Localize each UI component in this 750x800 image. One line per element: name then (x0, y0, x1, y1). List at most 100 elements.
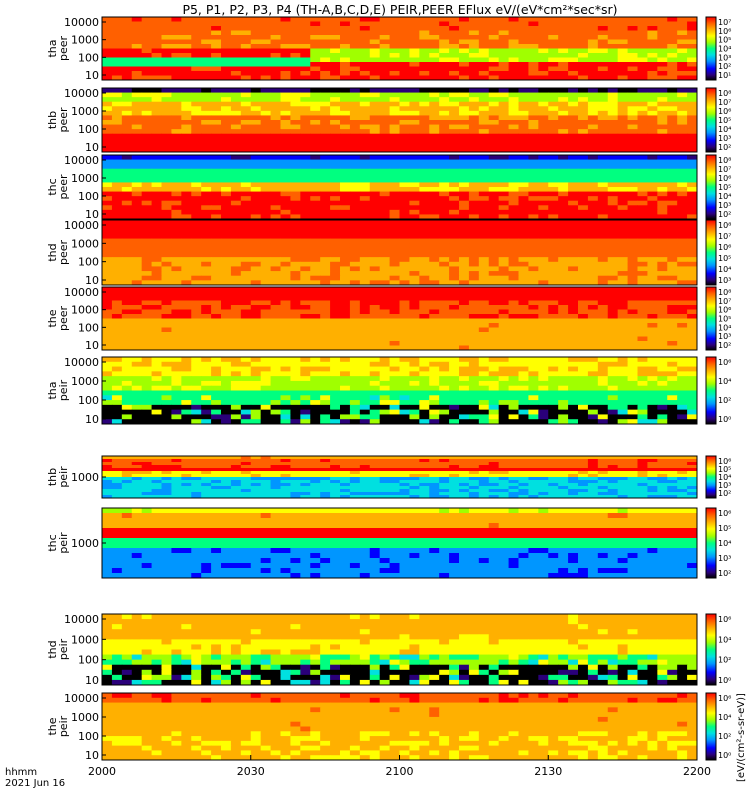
colorbar-tick-label: 10⁵ (718, 36, 731, 45)
y-tick-label: 10 (85, 749, 99, 762)
y-tick-label: 10 (85, 69, 99, 82)
colorbar-tick-label: 10⁷ (718, 98, 731, 107)
y-tick-label: 10000 (64, 613, 99, 626)
y-axis-label: peer (57, 174, 70, 200)
colorbar-tick-label: 10⁸ (718, 156, 731, 165)
spectrogram-cells (102, 456, 698, 499)
colorbar-tick-label: 10⁴ (718, 323, 731, 332)
panel-frame (101, 87, 698, 153)
y-tick-label: 10000 (64, 356, 99, 369)
y-tick-label: 10 (85, 274, 99, 287)
y-tick-label: 1000 (71, 172, 99, 185)
colorbar (705, 219, 717, 286)
panel-frame (101, 154, 698, 220)
figure-title: P5, P1, P2, P3, P4 (TH-A,B,C,D,E) PEIR,P… (182, 2, 617, 17)
x-tick-label: 2030 (237, 765, 265, 778)
y-axis-label: peer (57, 240, 70, 266)
y-tick-label: 10000 (64, 16, 99, 29)
y-axis-label: peer (57, 36, 70, 62)
y-tick-label: 10 (85, 674, 99, 687)
colorbar-tick-label: 10⁶ (718, 27, 731, 36)
colorbar (705, 154, 717, 220)
colorbar-tick-label: 10⁶ (718, 694, 731, 703)
panel-frame (101, 286, 698, 351)
colorbar (705, 692, 717, 761)
time-label-hhmm: hhmm (5, 767, 37, 778)
colorbar-tick-label: 10³ (718, 201, 731, 210)
spectrogram-cells (102, 693, 698, 761)
x-tick-label: 2130 (534, 765, 562, 778)
colorbar-tick-label: 10³ (718, 481, 731, 490)
y-axis-label: thc (46, 178, 59, 195)
y-tick-label: 100 (78, 394, 99, 407)
colorbar-tick-label: 10² (718, 210, 731, 219)
panel-frame (101, 16, 698, 81)
panels: 10000100010010thapeer10⁷10⁶10⁵10⁴10³10²1… (46, 16, 731, 762)
colorbar-tick-label: 10⁶ (718, 306, 731, 315)
colorbar-tick-label: 10⁴ (718, 377, 731, 386)
spectrogram-cells (102, 155, 698, 220)
colorbar-tick-label: 10² (718, 341, 731, 350)
x-tick-label: 2000 (88, 765, 116, 778)
y-tick-label: 100 (78, 321, 99, 334)
y-axis-label: thd (46, 243, 59, 261)
time-axis: 2000 2030 2100 2130 2200 (88, 755, 711, 778)
colorbar-tick-label: 10⁴ (718, 265, 731, 274)
y-tick-label: 10000 (64, 154, 99, 167)
time-label-date: 2021 Jun 16 (5, 778, 65, 789)
spectrogram-cells (102, 287, 698, 351)
colorbar-tick-label: 10⁶ (718, 174, 731, 183)
colorbar-tick-label: 10⁰ (718, 676, 731, 685)
panel-frame (101, 613, 698, 686)
y-tick-label: 1000 (71, 237, 99, 250)
y-axis-label: thb (46, 111, 59, 129)
y-axis-label: tha (46, 39, 59, 57)
colorbar (705, 356, 717, 425)
y-tick-label: 1000 (71, 375, 99, 388)
colorbar (705, 613, 717, 686)
y-tick-label: 10 (85, 141, 99, 154)
colorbar-tick-label: 10² (718, 656, 731, 665)
spectrogram-cells (102, 220, 698, 286)
colorbar-tick-label: 10⁰ (718, 751, 731, 760)
y-tick-label: 1000 (71, 34, 99, 47)
y-tick-label: 10000 (64, 286, 99, 299)
colorbar-tick-label: 10⁶ (718, 358, 731, 367)
y-tick-label: 1000 (71, 711, 99, 724)
colorbar-tick-label: 10⁴ (718, 713, 731, 722)
colorbar-tick-label: 10⁵ (718, 254, 731, 263)
colorbar-tick-label: 10³ (718, 276, 731, 285)
y-axis-label: the (46, 309, 59, 327)
colorbar-tick-label: 10⁵ (718, 315, 731, 324)
colorbar-tick-label: 10⁶ (718, 509, 731, 518)
colorbar-tick-label: 10⁶ (718, 457, 731, 466)
colorbar (705, 507, 717, 579)
colorbar-tick-label: 10² (718, 569, 731, 578)
y-axis-label: peir (57, 638, 70, 660)
colorbar-tick-label: 10⁶ (718, 243, 731, 252)
colorbar-tick-label: 10² (718, 143, 731, 152)
y-axis-label: peir (57, 379, 70, 401)
colorbar-tick-label: 10⁶ (718, 615, 731, 624)
y-tick-label: 1000 (71, 304, 99, 317)
y-tick-label: 10 (85, 413, 99, 426)
y-tick-label: 100 (78, 730, 99, 743)
colorbar-tick-label: 10⁰ (718, 415, 731, 424)
y-tick-label: 100 (78, 123, 99, 136)
colorbar-tick-label: 10² (718, 396, 731, 405)
colorbar-tick-label: 10⁷ (718, 18, 731, 27)
y-tick-label: 100 (78, 256, 99, 269)
y-tick-label: 100 (78, 51, 99, 64)
panel-frame (101, 219, 698, 286)
y-axis-label: peir (57, 715, 70, 737)
y-tick-label: 10 (85, 208, 99, 221)
colorbar-tick-label: 10⁵ (718, 524, 731, 533)
y-tick-label: 10000 (64, 219, 99, 232)
y-tick-label: 100 (78, 654, 99, 667)
